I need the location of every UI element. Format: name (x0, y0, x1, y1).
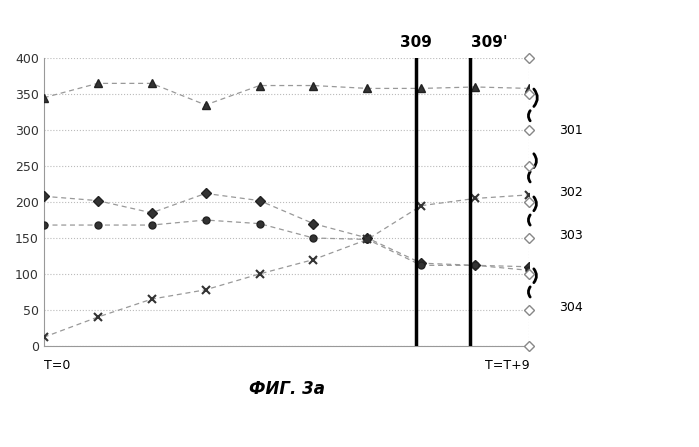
Text: T=0: T=0 (44, 359, 70, 372)
Text: 303: 303 (559, 229, 583, 242)
Text: 301: 301 (559, 124, 583, 137)
Text: 309: 309 (400, 34, 432, 50)
Text: T=T+9: T=T+9 (484, 359, 529, 372)
Text: 304: 304 (559, 300, 583, 313)
Text: 309': 309' (470, 34, 507, 50)
Text: 302: 302 (559, 186, 583, 198)
Text: ФИГ. 3a: ФИГ. 3a (249, 380, 324, 398)
